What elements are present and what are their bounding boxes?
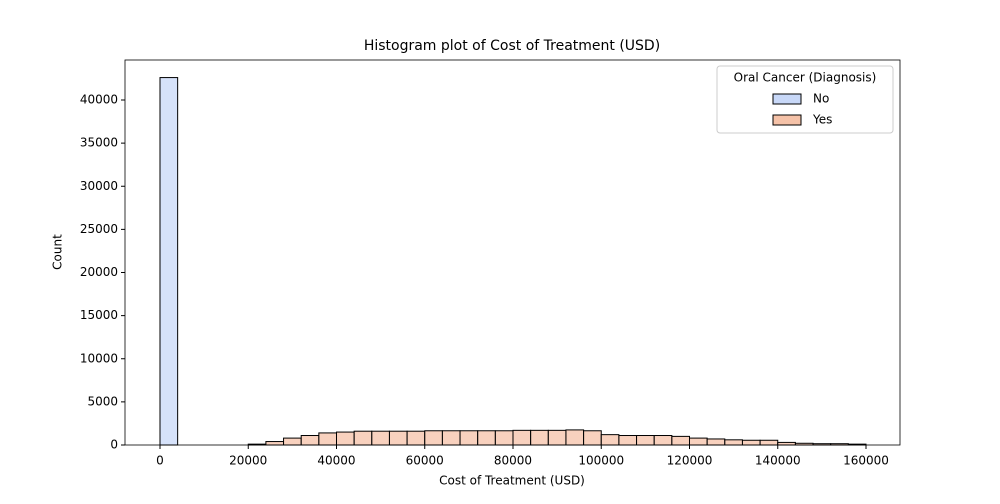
bar [424, 430, 443, 446]
y-tick-label: 15000 [80, 308, 118, 322]
bar [583, 430, 602, 446]
x-tick-label: 100000 [578, 454, 624, 468]
chart-title: Histogram plot of Cost of Treatment (USD… [364, 38, 660, 54]
x-tick-label: 80000 [494, 454, 532, 468]
y-tick-label: 20000 [80, 265, 118, 279]
y-tick-label: 0 [110, 438, 118, 452]
x-tick-label: 40000 [317, 454, 355, 468]
bar [512, 429, 532, 446]
legend-swatch [772, 114, 802, 126]
x-axis-label: Cost of Treatment (USD) [439, 474, 585, 488]
legend-title: Oral Cancer (Diagnosis) [734, 71, 877, 85]
bar [636, 435, 655, 446]
bar [671, 435, 690, 446]
y-axis-label: Count [51, 234, 65, 270]
x-tick-label: 120000 [667, 454, 713, 468]
y-tick-label: 40000 [80, 93, 118, 107]
y-tick-label: 30000 [80, 179, 118, 193]
x-tick-label: 20000 [229, 454, 267, 468]
x-tick-label: 60000 [406, 454, 444, 468]
bar [618, 435, 638, 446]
bar [441, 430, 461, 446]
bar [565, 429, 585, 446]
bar [706, 438, 726, 446]
bar [653, 435, 673, 446]
bar [371, 430, 390, 446]
legend-frame [716, 65, 894, 134]
bar [759, 439, 779, 446]
y-tick-label: 5000 [87, 394, 118, 408]
bar [318, 432, 337, 446]
bar [741, 439, 761, 446]
bar [600, 434, 620, 446]
bar [724, 439, 743, 446]
legend: Oral Cancer (Diagnosis) No Yes [716, 65, 894, 134]
bar [459, 430, 479, 446]
bar [547, 429, 567, 446]
bar [494, 430, 514, 446]
y-tick-label: 25000 [80, 222, 118, 236]
bar [300, 435, 320, 446]
bar [388, 430, 408, 446]
bar [688, 437, 708, 446]
bar [159, 77, 179, 446]
legend-label: No [813, 92, 829, 106]
legend-swatch [772, 93, 802, 105]
y-tick-label: 10000 [80, 351, 118, 365]
bar [353, 430, 373, 446]
bar [477, 430, 496, 446]
bar [265, 441, 285, 446]
y-tick-label: 35000 [80, 136, 118, 150]
bar [335, 431, 355, 446]
x-tick-label: 160000 [843, 454, 889, 468]
bar [283, 437, 302, 446]
legend-label: Yes [812, 113, 832, 127]
x-tick-label: 140000 [755, 454, 801, 468]
x-tick-label: 0 [156, 454, 164, 468]
bar [406, 430, 426, 446]
bar [530, 429, 549, 446]
